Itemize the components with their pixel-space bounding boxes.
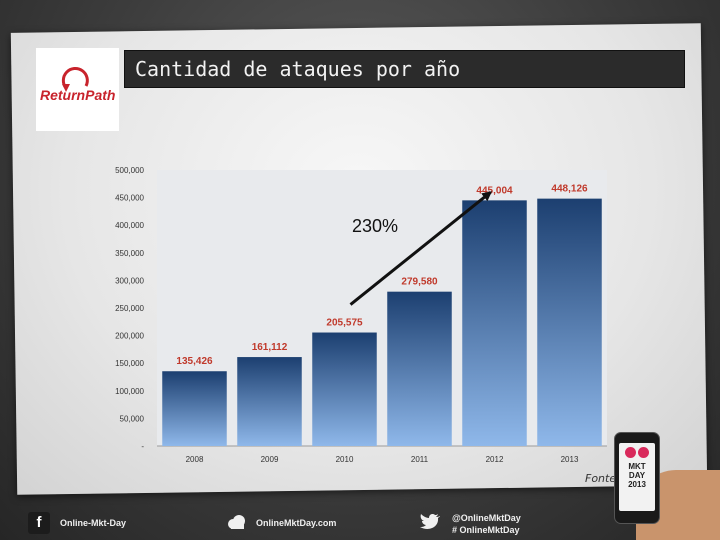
y-tick-label: 250,000 (115, 304, 144, 313)
y-tick-label: 400,000 (115, 221, 144, 230)
x-tick-label-2010: 2010 (336, 455, 354, 464)
plot-area (157, 170, 607, 446)
y-axis-ticks: - 50,000 100,000 150,000 200,000 250,000 300,0… (115, 166, 144, 451)
owl-logo-icon (625, 447, 649, 459)
bar-2009 (237, 357, 302, 446)
phone-badge-line3: 2013 (628, 480, 646, 489)
x-axis-labels: 2008 2009 2010 2011 2012 2013 (186, 455, 579, 464)
x-tick-label-2011: 2011 (411, 455, 429, 464)
twitter-icon[interactable] (420, 512, 442, 532)
cloud-icon (228, 515, 245, 529)
y-tick-label: 350,000 (115, 249, 144, 258)
x-tick-label-2009: 2009 (261, 455, 279, 464)
title-bar: Cantidad de ataques por año (124, 50, 685, 88)
returnpath-logo-graphic: ReturnPath (40, 67, 115, 103)
y-tick-label: 50,000 (120, 414, 145, 423)
facebook-icon[interactable]: f (28, 512, 50, 534)
facebook-link[interactable]: Online-Mkt-Day (60, 518, 127, 528)
twitter-handle[interactable]: @OnlineMktDay (452, 513, 521, 523)
page-title: Cantidad de ataques por año (135, 57, 461, 81)
returnpath-logo: ReturnPath (36, 48, 119, 131)
x-tick-label-2012: 2012 (486, 455, 504, 464)
phone-badge-line1: MKT (628, 462, 646, 471)
phone-image: MKT DAY 2013 (614, 432, 660, 524)
x-tick-label-2008: 2008 (186, 455, 204, 464)
website-link[interactable]: OnlineMktDay.com (256, 518, 337, 528)
value-label-2009: 161,112 (252, 342, 288, 353)
bar-2008 (162, 371, 227, 446)
logo-text: ReturnPath (40, 87, 115, 103)
value-label-2011: 279,580 (401, 277, 438, 288)
bar-2012 (462, 200, 527, 446)
value-label-2008: 135,426 (176, 356, 213, 367)
growth-annotation: 230% (352, 216, 398, 236)
y-tick-label: 450,000 (115, 194, 144, 203)
x-tick-label-2013: 2013 (561, 455, 579, 464)
value-labels-group: 135,426 161,112 205,575 279,580 445,004 448,1… (176, 184, 588, 368)
bar-2013 (537, 198, 602, 446)
phone-badge-line2: DAY (628, 471, 646, 480)
logo-arrowhead (62, 84, 70, 92)
growth-arrow (349, 191, 493, 306)
phone-screen: MKT DAY 2013 (619, 443, 655, 511)
y-tick-label: 300,000 (115, 276, 144, 285)
bars-group (162, 198, 602, 446)
value-label-2013: 448,126 (551, 184, 588, 195)
bar-2010 (312, 332, 377, 446)
y-tick-label: - (141, 442, 144, 451)
y-tick-label: 200,000 (115, 332, 144, 341)
value-label-2012: 445,004 (476, 185, 513, 196)
y-tick-label: 150,000 (115, 359, 144, 368)
value-label-2010: 205,575 (326, 318, 363, 329)
y-tick-label: 500,000 (115, 166, 144, 175)
y-tick-label: 100,000 (115, 387, 144, 396)
twitter-hashtag[interactable]: # OnlineMktDay (452, 525, 520, 535)
logo-swoosh (61, 67, 89, 89)
bar-2011 (387, 291, 452, 446)
